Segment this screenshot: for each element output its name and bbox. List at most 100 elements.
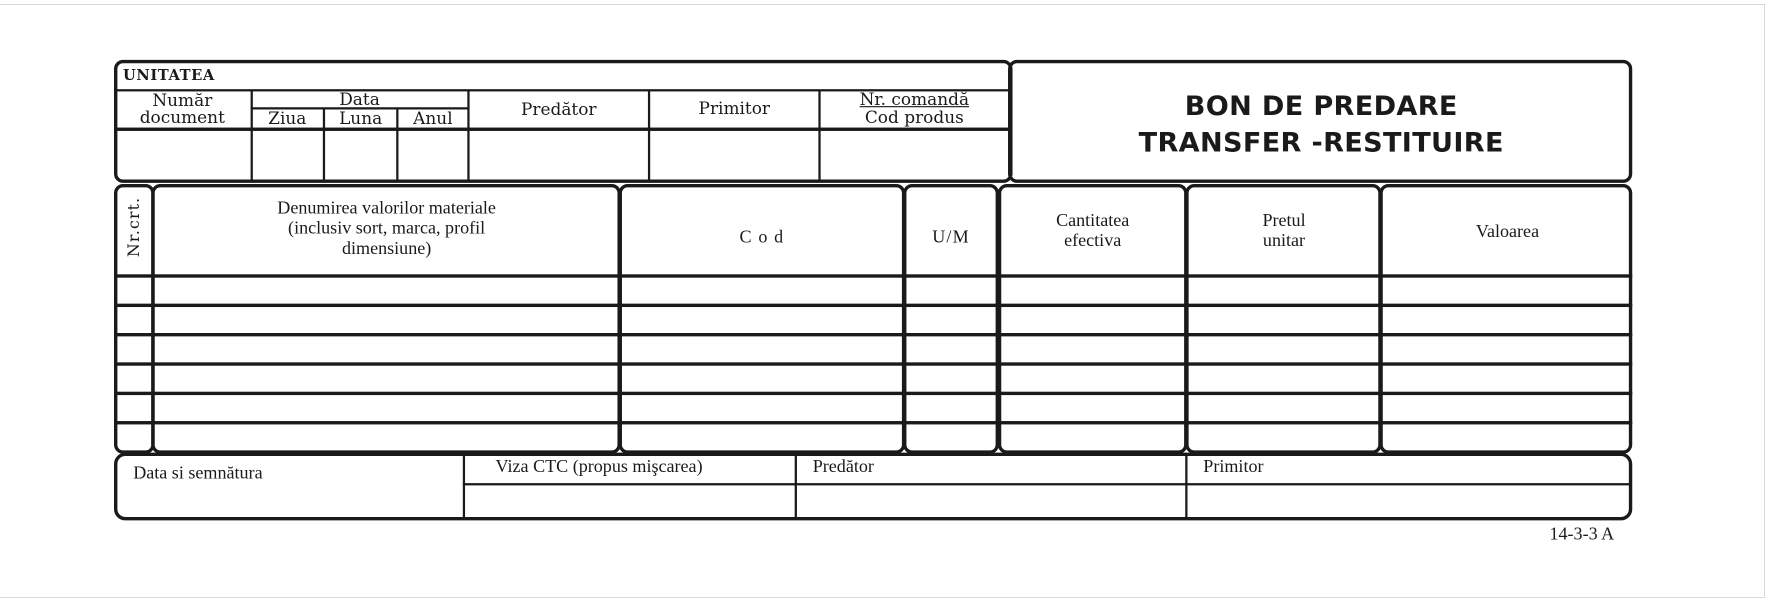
cell-code[interactable]	[622, 424, 903, 449]
divider	[114, 303, 1633, 308]
cell-name[interactable]	[155, 278, 619, 303]
divider	[396, 108, 399, 182]
cell-quantity[interactable]	[1001, 424, 1185, 449]
value-header: Valoarea	[1475, 222, 1540, 242]
cell-code[interactable]	[622, 307, 903, 332]
order-number-label: Nr. comandă	[859, 89, 970, 110]
divider	[114, 362, 1633, 366]
cell-value[interactable]	[1383, 366, 1630, 391]
divider	[114, 127, 1011, 131]
divider	[467, 90, 470, 182]
unit-label: UNITATEA	[123, 67, 215, 85]
cell-nr[interactable]	[116, 395, 152, 420]
footer-box	[114, 452, 1633, 521]
giver-field[interactable]	[471, 131, 647, 181]
ctc-field[interactable]	[466, 487, 793, 519]
divider	[114, 391, 1633, 396]
cell-nr[interactable]	[116, 278, 152, 303]
cell-name[interactable]	[155, 424, 619, 449]
cell-value[interactable]	[1383, 278, 1630, 303]
day-field[interactable]	[253, 131, 322, 181]
product-code-label: Cod produs	[864, 107, 964, 128]
form-code: 14-3-3 A	[1549, 524, 1615, 545]
col-um	[903, 183, 999, 454]
cell-name[interactable]	[155, 366, 619, 391]
divider	[647, 90, 651, 182]
cell-quantity[interactable]	[1001, 278, 1185, 303]
divider	[462, 453, 466, 520]
order-code-field[interactable]	[822, 131, 1007, 181]
price-header-line: unitar	[1262, 231, 1306, 251]
year-label: Anul	[413, 108, 453, 129]
title-line-1: BON DE PREDARE	[1184, 90, 1458, 122]
cell-value[interactable]	[1383, 424, 1630, 449]
divider	[322, 108, 326, 182]
doc-number-label: Număr document	[139, 90, 225, 128]
cell-value[interactable]	[1383, 336, 1630, 361]
cell-um[interactable]	[906, 307, 996, 332]
cell-quantity[interactable]	[1001, 307, 1185, 332]
divider	[114, 421, 1633, 425]
name-header-line: dimensiune)	[341, 239, 432, 259]
receiver-field[interactable]	[651, 131, 817, 181]
cell-value[interactable]	[1383, 307, 1630, 332]
cell-name[interactable]	[155, 395, 619, 420]
doc-number-field[interactable]	[117, 131, 249, 181]
cell-nr[interactable]	[116, 366, 152, 391]
nr-crt-header: Nr.crt.	[125, 196, 144, 258]
quantity-header-line: efectiva	[1064, 231, 1122, 251]
cell-nr[interactable]	[116, 424, 152, 449]
footer-receiver-label: Primitor	[1203, 457, 1264, 477]
footer-giver-field[interactable]	[798, 487, 1184, 519]
divider	[1185, 453, 1188, 520]
name-header: Denumirea valorilor materiale (inclusiv …	[155, 199, 619, 260]
month-label: Luna	[339, 108, 383, 129]
cell-nr[interactable]	[116, 307, 152, 332]
cell-price[interactable]	[1189, 278, 1380, 303]
cell-um[interactable]	[906, 336, 996, 361]
cell-code[interactable]	[622, 278, 903, 303]
cell-code[interactable]	[622, 366, 903, 391]
price-header: Pretul unitar	[1189, 211, 1380, 252]
price-header-line: Pretul	[1262, 211, 1306, 231]
cell-nr[interactable]	[116, 336, 152, 361]
divider	[818, 90, 821, 182]
um-header: U/M	[932, 228, 970, 248]
divider	[114, 89, 1011, 92]
footer-receiver-field[interactable]	[1189, 487, 1629, 519]
cell-quantity[interactable]	[1001, 395, 1185, 420]
cell-quantity[interactable]	[1001, 336, 1185, 361]
cell-price[interactable]	[1189, 336, 1380, 361]
cell-price[interactable]	[1189, 424, 1380, 449]
cell-price[interactable]	[1189, 366, 1380, 391]
cell-um[interactable]	[906, 366, 996, 391]
cell-price[interactable]	[1189, 395, 1380, 420]
page-border	[0, 4, 1765, 598]
month-field[interactable]	[326, 131, 395, 181]
cell-name[interactable]	[155, 307, 619, 332]
quantity-header: Cantitatea efectiva	[1000, 211, 1185, 252]
cell-price[interactable]	[1189, 307, 1380, 332]
cell-value[interactable]	[1383, 395, 1630, 420]
cell-code[interactable]	[622, 336, 903, 361]
cell-um[interactable]	[906, 278, 996, 303]
document-title: BON DE PREDARE TRANSFER -RESTITUIRE	[1010, 88, 1632, 160]
day-label: Ziua	[268, 108, 307, 129]
divider	[794, 453, 797, 520]
cell-code[interactable]	[622, 395, 903, 420]
cell-name[interactable]	[155, 336, 619, 361]
cell-um[interactable]	[906, 424, 996, 449]
title-box	[1008, 59, 1633, 183]
divider	[250, 90, 253, 182]
divider	[114, 274, 1633, 278]
cell-quantity[interactable]	[1001, 366, 1185, 391]
year-field[interactable]	[400, 131, 467, 181]
name-header-line: Denumirea valorilor materiale	[277, 198, 496, 218]
divider	[114, 332, 1633, 337]
giver-label: Predător	[520, 99, 597, 120]
cell-um[interactable]	[906, 395, 996, 420]
date-signature-label: Data si semnătura	[133, 463, 263, 484]
receiver-label: Primitor	[698, 98, 771, 119]
code-header: C o d	[739, 228, 785, 248]
